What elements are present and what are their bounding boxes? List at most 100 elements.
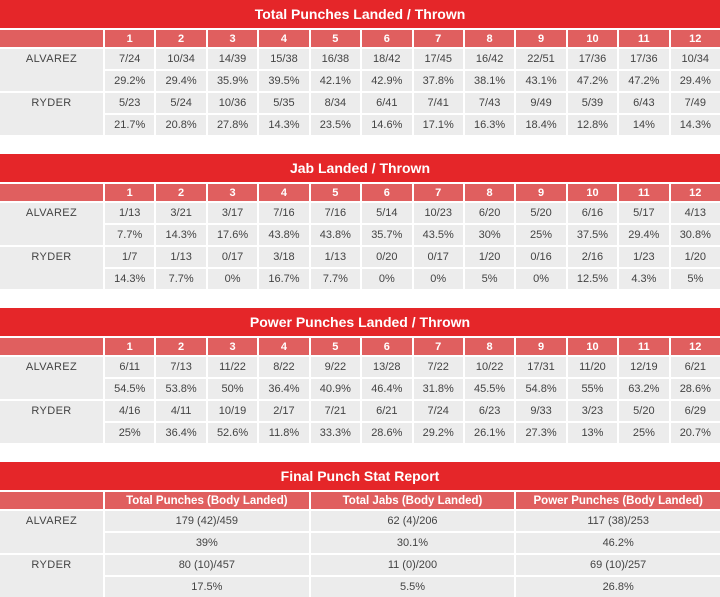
landed-thrown-cell: 7/24: [413, 401, 463, 421]
fighter-name-cell: ALVAREZ: [0, 203, 103, 245]
landed-thrown-cell: 18/42: [362, 49, 412, 69]
landed-thrown-cell: 12/19: [619, 357, 669, 377]
percentage-cell: 20.7%: [670, 423, 720, 443]
percentage-cell: 31.8%: [413, 379, 463, 399]
landed-thrown-cell: 10/19: [207, 401, 258, 421]
percentage-cell: 7.7%: [105, 225, 155, 245]
landed-thrown-cell: 6/21: [670, 357, 720, 377]
percentage-cell: 47.2%: [619, 71, 669, 91]
percentage-cell: 33.3%: [310, 423, 361, 443]
landed-thrown-cell: 62 (4)/206: [310, 511, 515, 531]
table-title: Jab Landed / Thrown: [0, 154, 720, 182]
percentage-cell: 38.1%: [464, 71, 515, 91]
fighter-name-cell: RYDER: [0, 247, 103, 289]
percentage-cell: 28.6%: [670, 379, 720, 399]
landed-thrown-cell: 6/29: [670, 401, 720, 421]
percentage-cell: 53.8%: [156, 379, 206, 399]
column-header: 4: [259, 30, 309, 47]
percentage-cell: 42.1%: [310, 71, 361, 91]
percentage-cell: 14.3%: [670, 115, 720, 135]
percentage-cell: 0%: [362, 269, 412, 289]
column-header: 2: [156, 30, 206, 47]
landed-thrown-cell: 7/21: [310, 401, 361, 421]
percentage-cell: 43.1%: [516, 71, 566, 91]
percentage-cell: 14.3%: [156, 225, 206, 245]
percentage-cell: 5.5%: [310, 577, 515, 597]
fighter-column-header: [0, 338, 103, 355]
landed-thrown-cell: 6/23: [464, 401, 515, 421]
landed-thrown-cell: 80 (10)/457: [105, 555, 309, 575]
column-header: 9: [516, 338, 566, 355]
landed-thrown-cell: 3/23: [567, 401, 618, 421]
landed-thrown-cell: 10/34: [670, 49, 720, 69]
percentage-cell: 42.9%: [362, 71, 412, 91]
percentage-cell: 35.9%: [207, 71, 258, 91]
percentage-cell: 28.6%: [362, 423, 412, 443]
percentage-cell: 0%: [207, 269, 258, 289]
landed-thrown-cell: 3/18: [259, 247, 309, 267]
landed-thrown-cell: 8/34: [310, 93, 361, 113]
fighter-name-cell: RYDER: [0, 401, 103, 443]
column-header: 7: [413, 184, 463, 201]
percentage-cell: 4.3%: [619, 269, 669, 289]
percentage-cell: 40.9%: [310, 379, 361, 399]
percentage-cell: 23.5%: [310, 115, 361, 135]
landed-thrown-cell: 5/20: [516, 203, 566, 223]
landed-thrown-cell: 2/16: [567, 247, 618, 267]
column-header: 9: [516, 30, 566, 47]
landed-thrown-cell: 7/24: [105, 49, 155, 69]
column-header: 10: [567, 184, 618, 201]
column-header: 2: [156, 338, 206, 355]
column-header: Total Jabs (Body Landed): [310, 492, 515, 509]
column-header: 1: [105, 184, 155, 201]
percentage-cell: 16.7%: [259, 269, 309, 289]
landed-thrown-cell: 0/17: [207, 247, 258, 267]
percentage-cell: 30.8%: [670, 225, 720, 245]
percentage-cell: 25%: [516, 225, 566, 245]
landed-thrown-cell: 16/38: [310, 49, 361, 69]
landed-thrown-cell: 14/39: [207, 49, 258, 69]
percentage-cell: 37.5%: [567, 225, 618, 245]
landed-thrown-cell: 11 (0)/200: [310, 555, 515, 575]
landed-thrown-cell: 117 (38)/253: [516, 511, 720, 531]
column-header: 5: [310, 184, 361, 201]
landed-thrown-cell: 1/13: [105, 203, 155, 223]
column-header: 8: [464, 30, 515, 47]
landed-thrown-cell: 17/45: [413, 49, 463, 69]
percentage-cell: 18.4%: [516, 115, 566, 135]
landed-thrown-cell: 7/49: [670, 93, 720, 113]
column-header: 5: [310, 30, 361, 47]
percentage-cell: 17.6%: [207, 225, 258, 245]
percentage-cell: 63.2%: [619, 379, 669, 399]
percentage-cell: 30.1%: [310, 533, 515, 553]
landed-thrown-cell: 0/17: [413, 247, 463, 267]
column-header: 2: [156, 184, 206, 201]
percentage-cell: 39.5%: [259, 71, 309, 91]
percentage-cell: 36.4%: [156, 423, 206, 443]
landed-thrown-cell: 9/33: [516, 401, 566, 421]
percentage-cell: 20.8%: [156, 115, 206, 135]
table-title: Total Punches Landed / Thrown: [0, 0, 720, 28]
landed-thrown-cell: 5/24: [156, 93, 206, 113]
landed-thrown-cell: 9/22: [310, 357, 361, 377]
landed-thrown-cell: 2/17: [259, 401, 309, 421]
column-header: 6: [362, 30, 412, 47]
landed-thrown-cell: 7/16: [259, 203, 309, 223]
percentage-cell: 7.7%: [156, 269, 206, 289]
percentage-cell: 29.4%: [156, 71, 206, 91]
column-header: 12: [670, 338, 720, 355]
landed-thrown-cell: 17/36: [567, 49, 618, 69]
column-header: 7: [413, 338, 463, 355]
percentage-cell: 36.4%: [259, 379, 309, 399]
landed-thrown-cell: 7/41: [413, 93, 463, 113]
column-header: 1: [105, 338, 155, 355]
landed-thrown-cell: 8/22: [259, 357, 309, 377]
percentage-cell: 43.8%: [310, 225, 361, 245]
percentage-cell: 27.3%: [516, 423, 566, 443]
landed-thrown-cell: 11/22: [207, 357, 258, 377]
landed-thrown-cell: 1/20: [464, 247, 515, 267]
percentage-cell: 25%: [105, 423, 155, 443]
column-header: 10: [567, 30, 618, 47]
column-header: Total Punches (Body Landed): [105, 492, 309, 509]
